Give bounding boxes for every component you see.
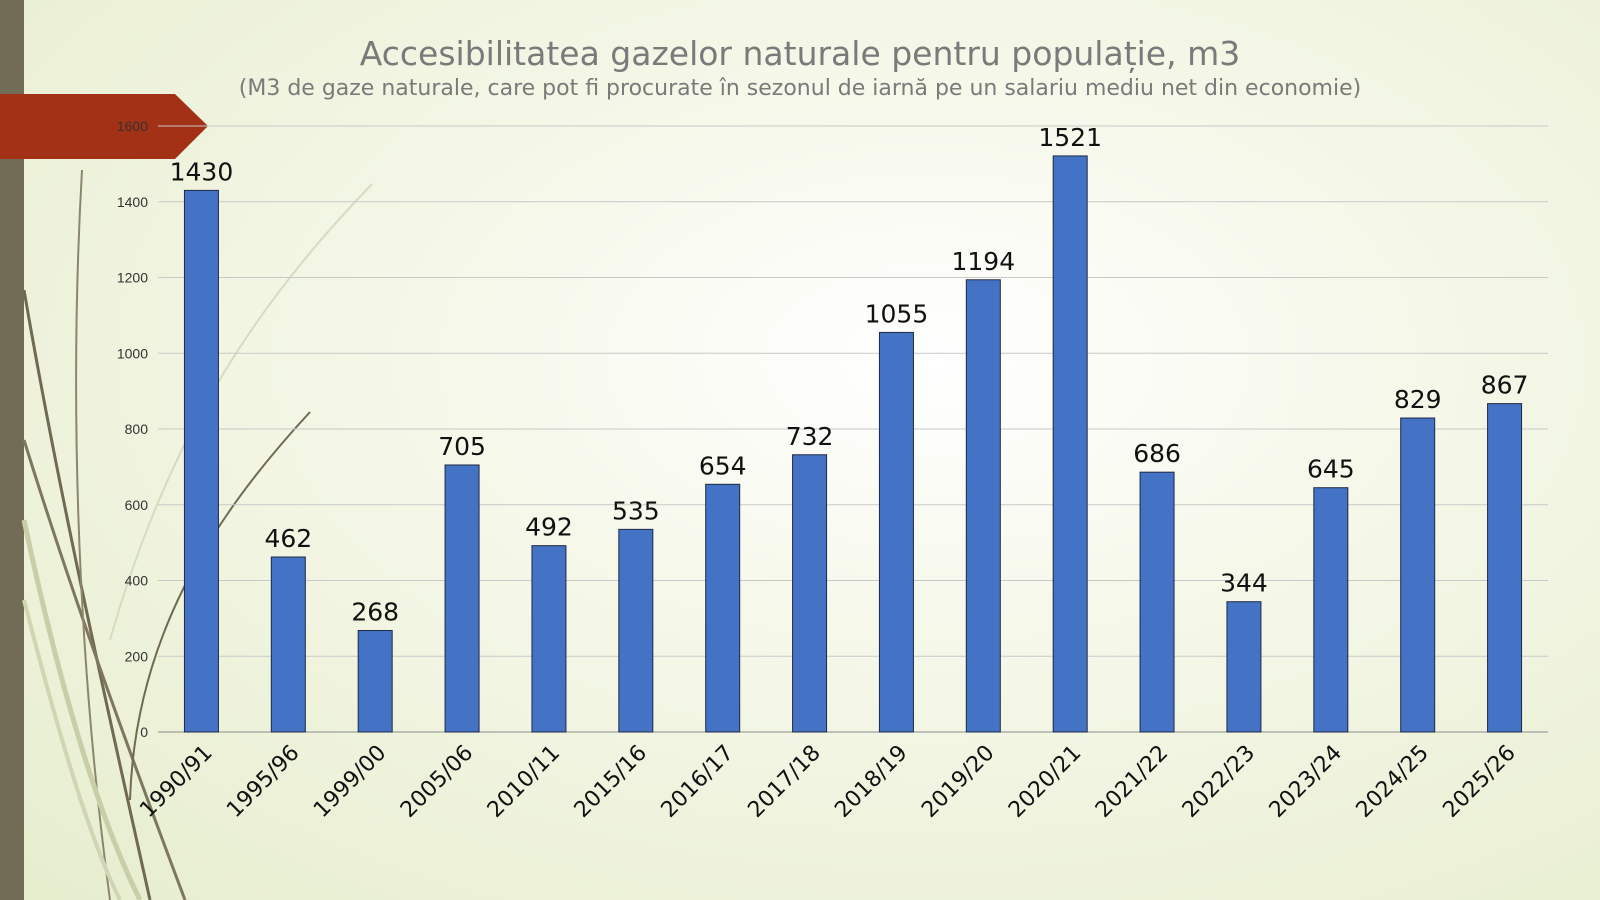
data-label: 867	[1481, 371, 1529, 400]
data-label: 705	[438, 432, 486, 461]
bar	[1400, 417, 1436, 733]
bar	[444, 464, 480, 733]
y-tick-label: 1200	[117, 270, 148, 286]
x-tick-label: 2015/16	[570, 741, 652, 823]
bar	[1226, 601, 1262, 733]
bar	[1313, 487, 1349, 733]
data-label: 462	[264, 524, 312, 553]
data-label: 645	[1307, 455, 1355, 484]
x-tick-label: 2005/06	[396, 741, 478, 823]
y-tick-label: 1600	[117, 118, 148, 134]
chart-title: Accesibilitatea gazelor naturale pentru …	[359, 34, 1241, 73]
x-tick-label: 2018/19	[830, 741, 912, 823]
bar	[531, 545, 567, 733]
y-tick-label: 0	[140, 724, 148, 740]
x-tick-label: 1995/96	[222, 741, 304, 823]
x-tick-label: 2019/20	[917, 741, 999, 823]
x-tick-label: 2024/25	[1352, 741, 1434, 823]
x-tick-label: 2010/11	[483, 741, 565, 823]
x-tick-label: 2022/23	[1178, 741, 1260, 823]
y-tick-label: 600	[125, 497, 149, 513]
x-tick-label: 2016/17	[657, 741, 739, 823]
x-tick-label: 2023/24	[1265, 741, 1347, 823]
x-tick-label: 2025/26	[1438, 741, 1520, 823]
data-label: 492	[525, 513, 573, 542]
accent-arrow	[0, 94, 208, 159]
bar	[357, 629, 393, 733]
bar	[1052, 155, 1088, 733]
x-tick-label: 2020/21	[1004, 741, 1086, 823]
x-tick-label: 1990/91	[135, 741, 217, 823]
bar	[183, 189, 219, 733]
data-label: 1430	[170, 157, 234, 186]
y-tick-label: 1400	[117, 194, 148, 210]
y-tick-label: 200	[125, 648, 149, 664]
data-label: 654	[699, 451, 747, 480]
x-tick-label: 2021/22	[1091, 741, 1173, 823]
y-tick-label: 1000	[117, 345, 148, 361]
chart-subtitle: (M3 de gaze naturale, care pot fi procur…	[238, 76, 1362, 101]
bar	[1487, 403, 1523, 733]
bar	[270, 556, 306, 733]
x-tick-label: 1999/00	[309, 741, 391, 823]
data-label: 268	[351, 597, 399, 626]
data-label: 686	[1133, 439, 1181, 468]
data-label: 732	[786, 422, 834, 451]
data-label: 535	[612, 496, 660, 525]
chart-title-block: Accesibilitatea gazelor naturale pentru …	[0, 32, 1600, 104]
data-label: 1055	[865, 299, 929, 328]
bar	[705, 483, 741, 733]
bar	[618, 528, 654, 733]
data-label: 344	[1220, 569, 1268, 598]
bar	[878, 331, 914, 733]
data-label: 829	[1394, 385, 1442, 414]
y-tick-label: 800	[125, 421, 149, 437]
y-tick-label: 400	[125, 573, 149, 589]
data-label: 1521	[1038, 123, 1102, 152]
x-tick-label: 2017/18	[743, 741, 825, 823]
bar	[965, 279, 1001, 733]
bar	[1139, 471, 1175, 733]
bar	[792, 454, 828, 733]
data-label: 1194	[952, 247, 1016, 276]
